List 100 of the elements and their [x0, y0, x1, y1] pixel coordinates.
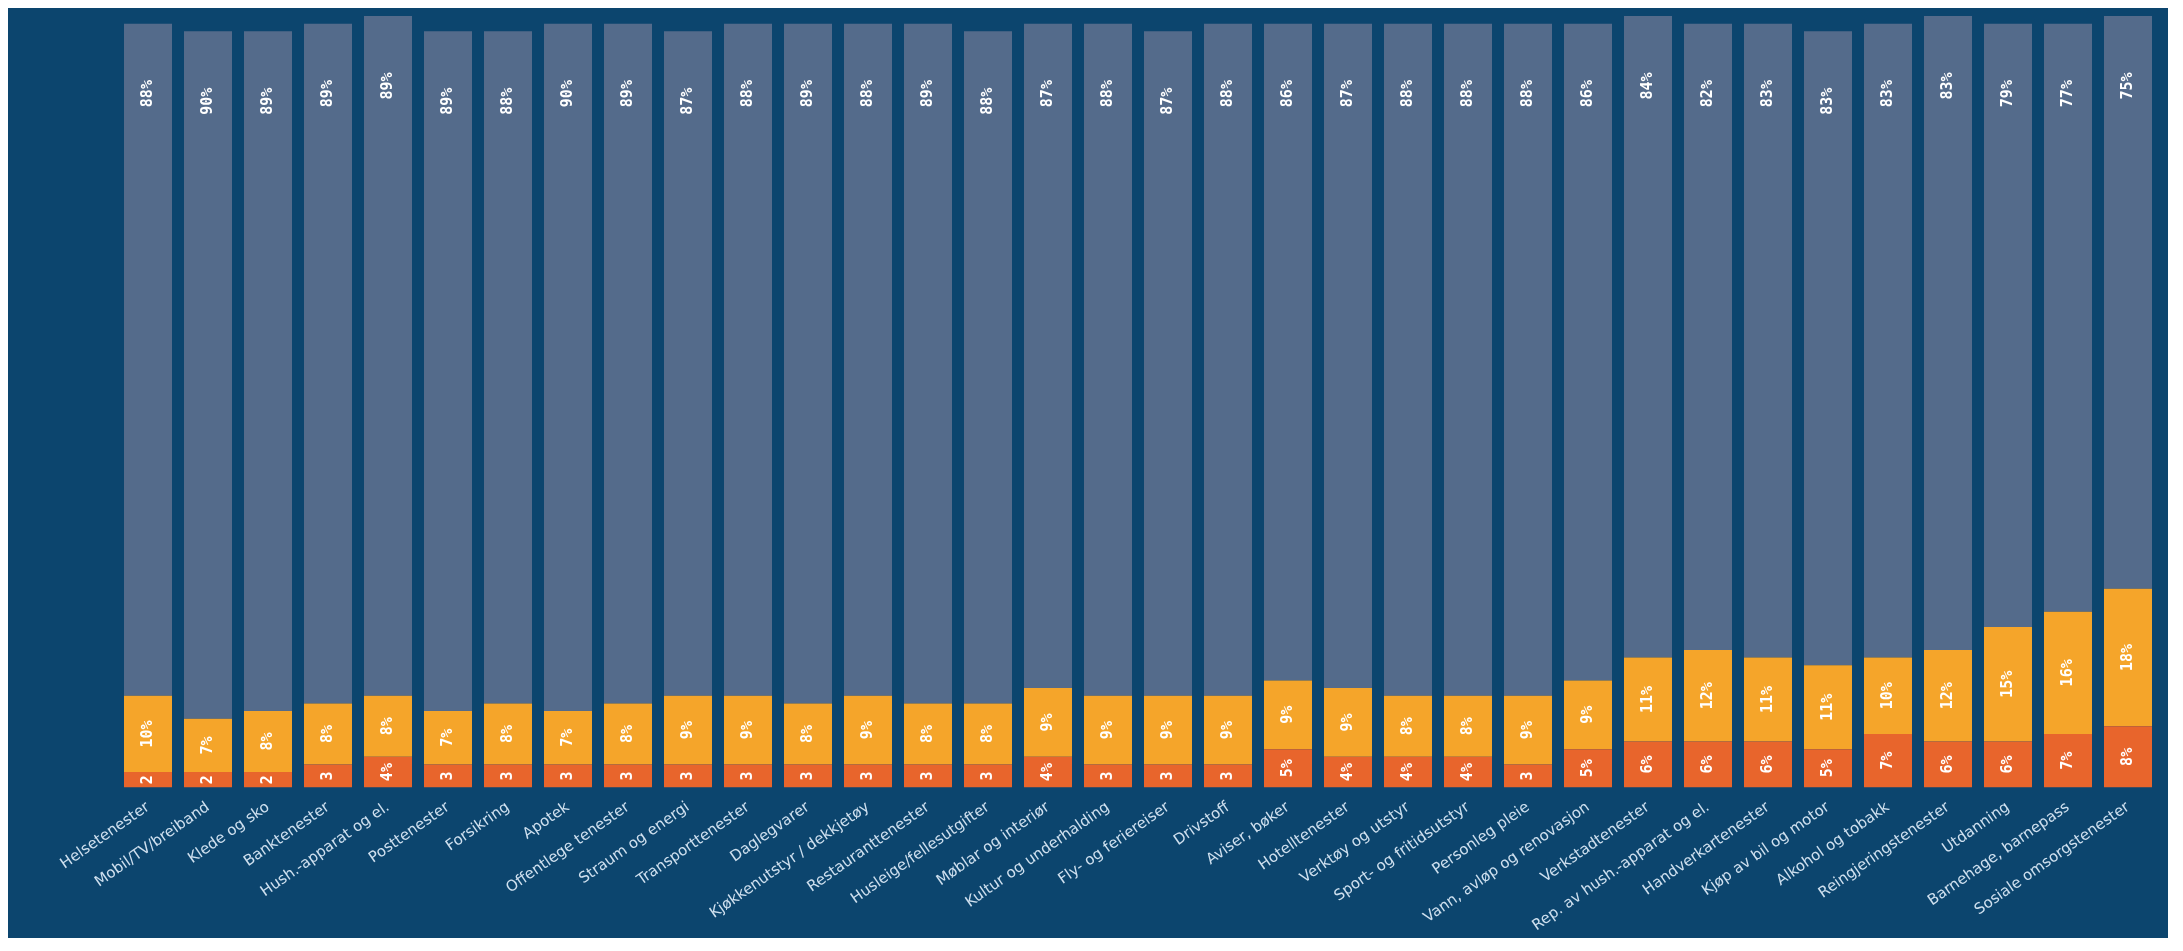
data-label: 3 — [617, 771, 636, 781]
data-label: 84% — [1637, 72, 1656, 100]
data-label: 8% — [1397, 717, 1416, 736]
data-label: 8% — [977, 724, 996, 743]
data-label: 6% — [1937, 755, 1956, 774]
data-label: 6% — [1637, 755, 1656, 774]
data-label: 3 — [857, 771, 876, 781]
data-label: 8% — [617, 724, 636, 743]
data-label: 9% — [1217, 721, 1236, 740]
data-label: 89% — [617, 80, 636, 108]
data-label: 83% — [1757, 80, 1776, 108]
data-label: 15% — [1997, 670, 2016, 698]
data-label: 8% — [497, 724, 516, 743]
data-label: 8% — [797, 724, 816, 743]
data-label: 12% — [1697, 682, 1716, 710]
data-label: 9% — [1577, 705, 1596, 724]
data-label: 88% — [1397, 80, 1416, 108]
data-label: 9% — [1157, 721, 1176, 740]
data-label: 5% — [1577, 759, 1596, 778]
data-label: 4% — [1457, 763, 1476, 782]
data-label: 11% — [1817, 693, 1836, 721]
data-label: 83% — [1937, 72, 1956, 100]
data-label: 9% — [677, 721, 696, 740]
data-label: 6% — [1757, 755, 1776, 774]
data-label: 3 — [497, 771, 516, 781]
data-label: 75% — [2117, 72, 2136, 100]
data-label: 6% — [1697, 755, 1716, 774]
data-label: 86% — [1577, 80, 1596, 108]
data-label: 3 — [1157, 771, 1176, 781]
data-label: 5% — [1817, 759, 1836, 778]
data-label: 89% — [917, 80, 936, 108]
data-label: 9% — [1037, 713, 1056, 732]
data-label: 79% — [1997, 80, 2016, 108]
data-label: 10% — [137, 720, 156, 748]
data-label: 3 — [737, 771, 756, 781]
data-label: 83% — [1817, 87, 1836, 115]
data-label: 90% — [197, 87, 216, 115]
data-label: 77% — [2057, 80, 2076, 108]
data-label: 88% — [137, 80, 156, 108]
data-label: 9% — [1337, 713, 1356, 732]
data-label: 3 — [437, 771, 456, 781]
data-label: 7% — [2057, 751, 2076, 770]
data-label: 8% — [917, 724, 936, 743]
data-label: 8% — [257, 732, 276, 751]
data-label: 7% — [197, 736, 216, 755]
data-label: 9% — [857, 721, 876, 740]
data-label: 83% — [1877, 80, 1896, 108]
data-label: 9% — [1277, 705, 1296, 724]
data-label: 88% — [497, 87, 516, 115]
data-label: 87% — [1037, 80, 1056, 108]
data-label: 88% — [737, 80, 756, 108]
data-label: 3 — [317, 771, 336, 781]
data-label: 3 — [1217, 771, 1236, 781]
data-label: 3 — [1097, 771, 1116, 781]
data-label: 10% — [1877, 682, 1896, 710]
data-label: 82% — [1697, 80, 1716, 108]
data-label: 3 — [677, 771, 696, 781]
data-label: 2 — [257, 775, 276, 785]
data-label: 9% — [1517, 721, 1536, 740]
data-label: 9% — [1097, 721, 1116, 740]
data-label: 2 — [197, 775, 216, 785]
data-label: 87% — [1157, 87, 1176, 115]
data-label: 89% — [797, 80, 816, 108]
data-label: 3 — [1517, 771, 1536, 781]
data-label: 11% — [1637, 686, 1656, 714]
data-label: 89% — [317, 80, 336, 108]
data-label: 8% — [377, 717, 396, 736]
data-label: 89% — [257, 87, 276, 115]
data-label: 88% — [977, 87, 996, 115]
data-label: 4% — [1337, 763, 1356, 782]
data-label: 4% — [1397, 763, 1416, 782]
data-label: 88% — [1517, 80, 1536, 108]
data-label: 7% — [1877, 751, 1896, 770]
data-label: 88% — [1217, 80, 1236, 108]
data-label: 9% — [737, 721, 756, 740]
data-label: 88% — [1457, 80, 1476, 108]
data-label: 89% — [437, 87, 456, 115]
data-label: 18% — [2117, 644, 2136, 672]
data-label: 88% — [1097, 80, 1116, 108]
data-label: 7% — [437, 728, 456, 747]
data-label: 87% — [677, 87, 696, 115]
data-label: 11% — [1757, 686, 1776, 714]
data-label: 4% — [1037, 763, 1056, 782]
data-label: 4% — [377, 763, 396, 782]
data-label: 3 — [797, 771, 816, 781]
data-label: 87% — [1337, 80, 1356, 108]
data-label: 3 — [917, 771, 936, 781]
data-label: 3 — [557, 771, 576, 781]
data-label: 89% — [377, 72, 396, 100]
data-label: 5% — [1277, 759, 1296, 778]
data-label: 3 — [977, 771, 996, 781]
data-label: 8% — [317, 724, 336, 743]
data-label: 88% — [857, 80, 876, 108]
data-label: 8% — [2117, 747, 2136, 766]
data-label: 16% — [2057, 659, 2076, 687]
data-label: 12% — [1937, 682, 1956, 710]
data-label: 86% — [1277, 80, 1296, 108]
data-label: 8% — [1457, 717, 1476, 736]
data-label: 6% — [1997, 755, 2016, 774]
data-label: 2 — [137, 775, 156, 785]
